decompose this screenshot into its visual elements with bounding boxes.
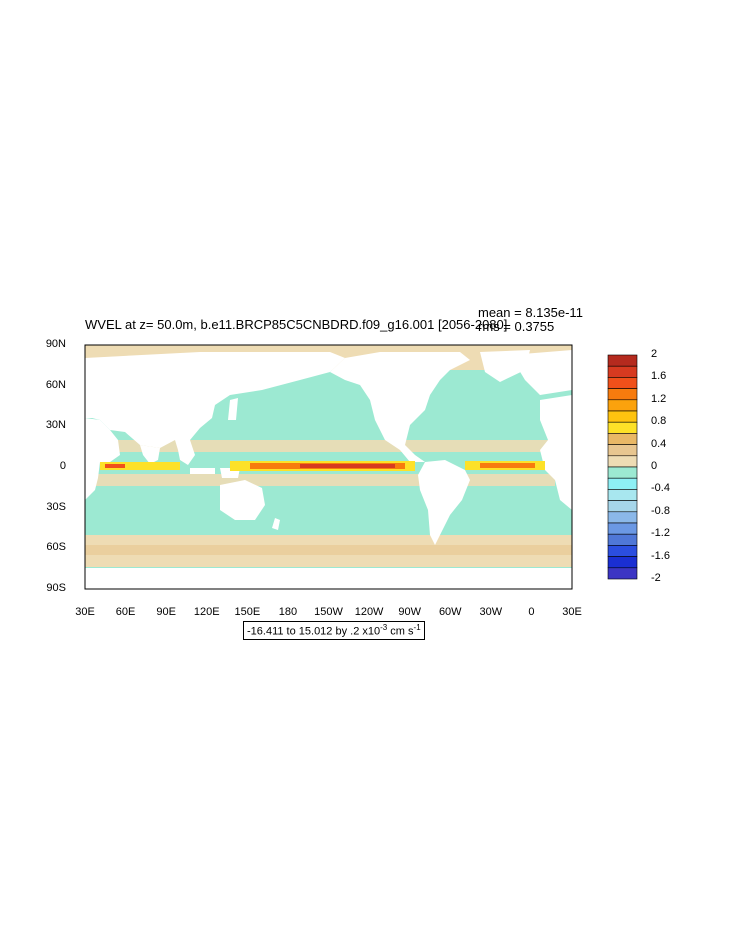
- land-africa-right: [540, 395, 572, 510]
- lat-tick-label: 60N: [45, 378, 66, 391]
- land-africa: [85, 418, 120, 500]
- lon-tick-label: 90W: [398, 606, 421, 618]
- colorbar-tick-label: 1.2: [651, 392, 667, 405]
- colorbar-box: [607, 388, 638, 401]
- land-india: [140, 445, 160, 464]
- colorbar-box: [607, 433, 638, 445]
- colorbar-box: [607, 365, 638, 378]
- lon-tick-label: 90E: [156, 606, 176, 618]
- colorbar-box: [607, 466, 638, 479]
- lon-tick-label: 60E: [115, 606, 136, 618]
- colorbar-tick-label: 0: [651, 460, 658, 472]
- lon-tick-label: 60W: [438, 606, 462, 618]
- lat-tick-label: 0: [59, 460, 66, 472]
- map-frame: [84, 344, 573, 590]
- colorbar-tick-label: 0.8: [651, 415, 667, 428]
- mean-stat: mean = 8.135e-11: [478, 305, 583, 320]
- lon-tick-label: 0: [528, 606, 535, 618]
- lon-tick-label: 150E: [234, 606, 261, 618]
- colorbar-box: [607, 500, 638, 513]
- lon-tick-label: 30E: [75, 606, 95, 618]
- colorbar-tick-label: -2: [651, 572, 661, 584]
- colorbar-box: [607, 533, 638, 546]
- lon-tick-label: 30W: [479, 606, 503, 618]
- colorbar-tick-label: 1.6: [651, 370, 667, 383]
- rms-stat: rms = 0.3755: [478, 319, 555, 334]
- lat-tick-label: 90N: [45, 338, 66, 350]
- colorbar-box: [607, 511, 638, 524]
- lat-tick-label: 60S: [46, 541, 66, 554]
- colorbar-box: [607, 354, 638, 367]
- colorbar-tick-label: -1.6: [651, 549, 670, 562]
- colorbar-box: [607, 477, 638, 490]
- colorbar-box: [607, 399, 638, 412]
- colorbar-tick-label: -0.8: [651, 504, 670, 517]
- land-australia: [220, 480, 265, 520]
- lon-tick-label: 30E: [562, 606, 582, 618]
- colorbar-box: [607, 567, 638, 580]
- colorbar-box: [607, 545, 638, 557]
- lat-tick-label: 30S: [46, 500, 66, 513]
- colorbar-box: [607, 522, 638, 535]
- lon-tick-label: 120E: [193, 606, 220, 618]
- colorbar-box: [607, 377, 638, 389]
- equatorial-upwelling-indian: [100, 462, 180, 470]
- lat-tick-label: 90S: [46, 582, 66, 594]
- lon-tick-label: 150W: [314, 606, 343, 618]
- land-south-america: [418, 460, 470, 545]
- colorbar-tick-label: 2: [651, 348, 658, 360]
- colorbar-tick-label: 0.4: [651, 437, 667, 450]
- land-eurasia: [85, 352, 345, 448]
- land-north-america: [330, 352, 470, 462]
- contour-range-label: -16.411 to 15.012 by .2 x10-3 cm s-1: [243, 621, 425, 640]
- lon-tick-label: 120W: [354, 606, 384, 618]
- lon-tick-label: 180: [278, 606, 298, 618]
- colorbar-box: [607, 410, 638, 423]
- colorbar-tick-label: -1.2: [651, 527, 670, 540]
- colorbar-box: [607, 421, 638, 434]
- land-seasia: [175, 440, 195, 465]
- colorbar-box: [607, 556, 638, 569]
- plot-title: WVEL at z= 50.0m, b.e11.BRCP85C5CNBDRD.f…: [85, 317, 508, 332]
- colorbar-box: [607, 455, 638, 468]
- lat-tick-label: 30N: [45, 419, 66, 432]
- colorbar-tick-label: -0.4: [651, 482, 670, 495]
- colorbar-box: [607, 489, 638, 501]
- colorbar-box: [607, 444, 638, 457]
